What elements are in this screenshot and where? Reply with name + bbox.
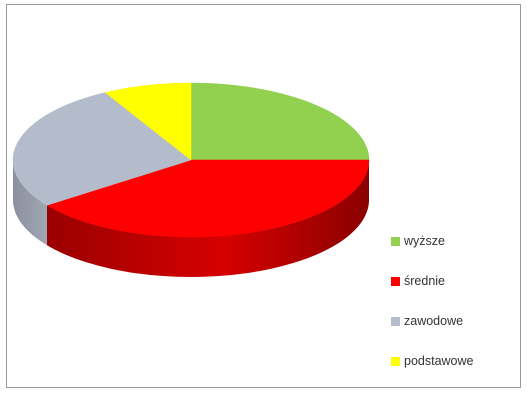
legend-item-srednie: średnie [391,273,521,289]
pie-slice-srednie [46,159,370,238]
legend-item-zawodowe: zawodowe [391,313,521,329]
legend-label-zawodowe: zawodowe [404,314,464,328]
legend-label-wyzsze: wyższe [404,234,445,248]
legend-swatch-zawodowe [391,316,400,326]
legend-swatch-podstawowe [391,356,400,366]
legend-label-podstawowe: podstawowe [404,354,474,368]
chart-legend: wyższe średnie zawodowe podstawowe [391,233,521,393]
pie-side-zawodowe [13,160,47,246]
legend-label-srednie: średnie [404,274,445,288]
legend-item-podstawowe: podstawowe [391,353,521,369]
pie-sides [13,160,370,277]
pie-slice-wyzsze [190,82,370,161]
pie-slice-zawodowe [12,92,192,206]
legend-item-wyzsze: wyższe [391,233,521,249]
legend-swatch-wyzsze [391,236,400,246]
pie-tops [12,82,370,238]
pie-slice-podstawowe [104,82,192,161]
pie-side-srednie [46,160,370,277]
legend-swatch-srednie [391,276,400,286]
